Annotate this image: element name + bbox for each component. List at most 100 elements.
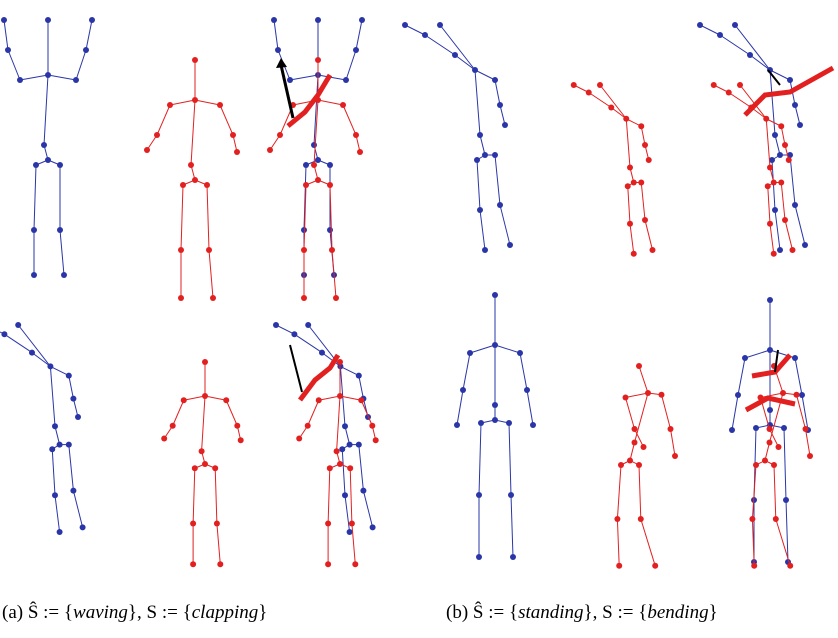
skeleton-part <box>792 202 798 208</box>
skeleton-part <box>638 516 644 522</box>
skeleton-part <box>479 423 481 495</box>
skeleton-part <box>1 331 7 337</box>
skeleton-part <box>641 519 655 566</box>
skeleton-part <box>617 465 621 519</box>
skeleton-part <box>73 491 82 528</box>
skeleton-part <box>327 465 333 471</box>
skeleton-part <box>69 376 74 399</box>
skeleton-part <box>782 217 788 223</box>
skeleton-part <box>454 422 460 428</box>
skeleton-part <box>530 422 536 428</box>
skeleton-part <box>217 102 223 108</box>
skeleton-part <box>751 563 757 569</box>
skeleton-part <box>287 77 293 83</box>
skeleton-part <box>238 437 244 443</box>
skeleton-part <box>308 400 319 426</box>
skeleton-part <box>214 521 220 527</box>
skeleton-part <box>495 155 500 205</box>
skeleton-part <box>206 247 212 253</box>
skeleton-part <box>628 186 630 224</box>
skeleton-part <box>57 162 63 168</box>
caption-text: (a) Ŝ := { <box>2 601 73 623</box>
skeleton-part <box>671 429 676 456</box>
skeleton-part <box>340 102 346 108</box>
skeleton-part <box>319 350 325 356</box>
skeleton-part <box>181 185 183 250</box>
skeleton-part <box>497 202 503 208</box>
skeleton-part <box>192 57 198 63</box>
skeleton-part <box>290 75 318 80</box>
skeleton-part <box>795 105 800 125</box>
skeleton-part <box>616 563 622 569</box>
skeleton-part <box>353 132 359 138</box>
skeleton-part <box>75 414 81 420</box>
skeleton-part <box>641 183 645 221</box>
skeleton-part <box>440 25 475 70</box>
skeleton-part <box>17 77 23 83</box>
skeleton-part <box>305 322 311 328</box>
skeleton-part <box>492 292 498 298</box>
skeleton-part <box>210 295 216 301</box>
skeleton-part <box>738 358 745 395</box>
skeleton-part <box>340 366 358 375</box>
skeleton-part <box>178 295 184 301</box>
skeleton-part <box>52 423 58 429</box>
skeleton-plots <box>0 17 833 569</box>
skeleton-part <box>476 492 482 498</box>
skeleton-part <box>753 425 759 431</box>
skeleton-part <box>766 119 770 168</box>
skeleton-part <box>57 442 63 448</box>
skeleton-part <box>776 444 782 450</box>
skeleton-part <box>161 436 167 442</box>
skeleton-part <box>202 396 205 451</box>
skeleton-part <box>190 561 196 567</box>
skeleton-part <box>500 205 510 245</box>
skeleton-part <box>627 458 633 464</box>
skeleton-part <box>325 521 331 527</box>
skeleton-part <box>346 50 356 80</box>
skeleton-part <box>352 561 358 567</box>
skeleton-part <box>204 182 210 188</box>
skeleton-part <box>305 423 311 429</box>
skeleton-part <box>89 17 95 23</box>
skeleton-part <box>636 462 642 468</box>
skeleton-part <box>642 217 648 223</box>
skeleton-part <box>337 393 343 399</box>
skeleton-part <box>15 322 21 328</box>
skeleton-part <box>301 247 307 253</box>
skeleton-part <box>650 247 656 253</box>
skeleton-part <box>457 390 463 425</box>
skeleton-part <box>641 444 647 450</box>
skeleton-part <box>1 17 7 23</box>
skeleton-part <box>783 497 789 503</box>
skeleton-part <box>34 165 36 230</box>
skeleton-part <box>31 227 37 233</box>
skeleton-part <box>327 227 333 233</box>
skeleton-part <box>333 295 339 301</box>
skeleton-part <box>44 75 48 145</box>
skeleton-part <box>69 445 74 491</box>
skeleton-part <box>495 345 520 353</box>
skeleton-part <box>352 524 355 565</box>
skeleton-part <box>776 519 790 566</box>
skeleton-part <box>343 105 356 135</box>
skeleton-part <box>790 247 796 253</box>
skeleton-part <box>315 17 321 23</box>
skeleton-part <box>792 102 798 108</box>
skeleton-part <box>775 135 780 155</box>
skeleton-part <box>638 123 644 129</box>
skeleton-part <box>768 186 770 224</box>
skeleton-part <box>318 100 343 105</box>
skeleton-part <box>437 22 443 28</box>
skeleton-part <box>57 227 63 233</box>
caption-text: waving <box>73 602 128 623</box>
skeleton-part <box>205 396 226 400</box>
skeleton-part <box>500 105 505 125</box>
skeleton-part <box>632 440 638 446</box>
skeleton-part <box>652 563 658 569</box>
skeleton-part <box>480 135 485 155</box>
skeleton-part <box>402 22 408 28</box>
skeleton-part <box>636 363 642 369</box>
skeleton-part <box>202 461 208 467</box>
skeleton-part <box>8 50 20 80</box>
